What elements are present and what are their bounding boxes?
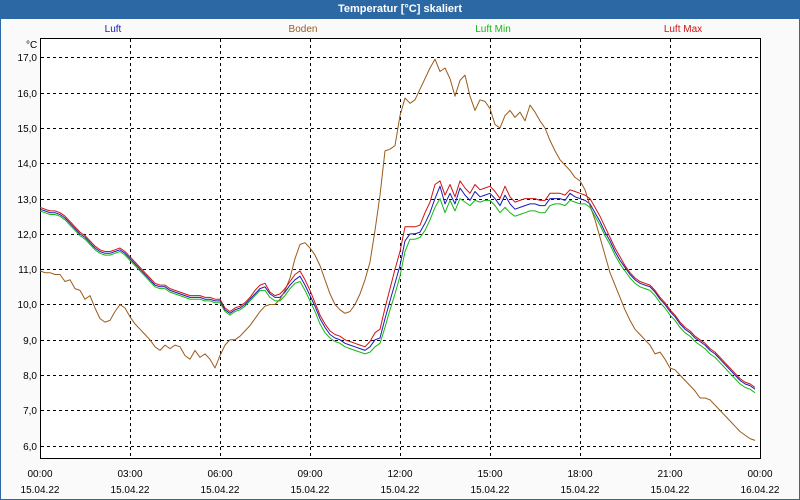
x-tick-date-label: 15.04.22 bbox=[111, 485, 150, 496]
x-tick-time-label: 21:00 bbox=[657, 469, 682, 480]
x-tick-date-label: 15.04.22 bbox=[201, 485, 240, 496]
x-tick-time-label: 18:00 bbox=[567, 469, 592, 480]
chart-title: Temperatur [°C] skaliert bbox=[337, 3, 462, 15]
series-line-boden bbox=[39, 58, 756, 441]
y-tick-label: 13,0 bbox=[18, 195, 38, 206]
legend-item-boden: Boden bbox=[288, 24, 318, 35]
legend: Luft Boden Luft Min Luft Max bbox=[18, 23, 778, 37]
y-tick-label: 11,0 bbox=[18, 265, 37, 276]
x-tick-time-label: 09:00 bbox=[297, 469, 322, 480]
legend-item-luft: Luft bbox=[104, 24, 122, 35]
y-tick-label: 14,0 bbox=[18, 159, 38, 170]
y-tick-label: 6,0 bbox=[23, 442, 37, 453]
y-tick-label: 7,0 bbox=[23, 406, 37, 417]
x-tick-date-label: 15.04.22 bbox=[471, 485, 510, 496]
y-tick-label: 10,0 bbox=[18, 300, 38, 311]
x-tick-time-label: 06:00 bbox=[207, 469, 232, 480]
y-tick-label: 16,0 bbox=[18, 89, 38, 100]
x-tick-date-label: 15.04.22 bbox=[651, 485, 690, 496]
y-tick-label: 12,0 bbox=[18, 230, 38, 241]
x-tick-date-label: 15.04.22 bbox=[381, 485, 420, 496]
x-tick-time-label: 00:00 bbox=[27, 469, 52, 480]
y-tick-label: 9,0 bbox=[23, 336, 37, 347]
legend-item-luft-max: Luft Max bbox=[663, 24, 703, 35]
title-bar: Temperatur [°C] skaliert bbox=[0, 0, 800, 19]
x-tick-date-label: 16.04.22 bbox=[741, 485, 780, 496]
x-tick-date-label: 15.04.22 bbox=[21, 485, 60, 496]
series-group bbox=[39, 58, 756, 441]
x-tick-time-label: 12:00 bbox=[387, 469, 412, 480]
grid bbox=[41, 39, 760, 458]
x-tick-time-label: 00:00 bbox=[747, 469, 772, 480]
legend-item-luft-min: Luft Min bbox=[475, 24, 511, 35]
x-tick-date-label: 15.04.22 bbox=[561, 485, 600, 496]
x-tick-time-label: 03:00 bbox=[117, 469, 142, 480]
axis-labels: °C 6,0 7,0 8,0 9,0 10,0 11,0 12,0 13,0 14,0 15,0 1… bbox=[18, 40, 780, 496]
y-tick-label: 8,0 bbox=[23, 371, 37, 382]
series-line-luft-max bbox=[39, 180, 756, 388]
y-tick-label: 17,0 bbox=[18, 53, 38, 64]
x-tick-time-label: 15:00 bbox=[477, 469, 502, 480]
series-line-luft bbox=[39, 185, 756, 390]
y-axis-label: °C bbox=[26, 40, 37, 51]
x-tick-date-label: 15.04.22 bbox=[291, 485, 330, 496]
y-tick-label: 15,0 bbox=[18, 124, 38, 135]
series-line-luft-min bbox=[39, 198, 756, 394]
